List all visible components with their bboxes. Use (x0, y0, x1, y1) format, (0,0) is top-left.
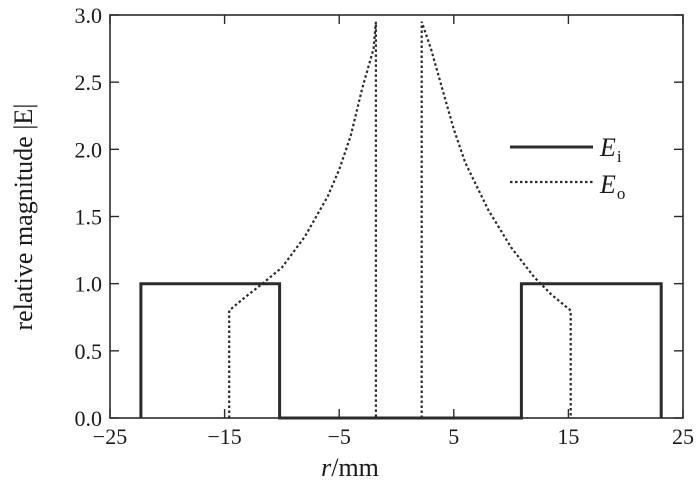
x-axis-title: r/mm (321, 453, 379, 482)
y-tick-label: 2.5 (75, 70, 103, 95)
x-tick-label: 15 (557, 424, 579, 449)
x-tick-label: −15 (207, 424, 241, 449)
series-layer (139, 21, 663, 420)
legend-label-eo: Eo (599, 170, 625, 203)
y-tick-label: 1.0 (75, 272, 103, 297)
x-axis-unit: /mm (331, 453, 379, 482)
y-tick-label: 0.5 (75, 339, 103, 364)
x-tick-label: 25 (672, 424, 694, 449)
series-ei-line (139, 282, 663, 420)
y-axis-title: relative magnitude |E| (9, 104, 38, 331)
series-eo-segment-2 (420, 21, 572, 418)
y-tick-label: 0.0 (75, 406, 103, 431)
x-tick-label: 5 (448, 424, 459, 449)
y-tick-label: 3.0 (75, 3, 103, 28)
y-tick-label: 1.5 (75, 205, 103, 230)
axis-tick-labels: −25 −15 −5 5 15 25 0.0 0.5 1.0 1.5 2.0 2.5 3.0 (75, 3, 695, 449)
y-tick-label: 2.0 (75, 137, 103, 162)
x-tick-label: −5 (327, 424, 350, 449)
series-eo-segment-1 (228, 21, 377, 418)
axis-ticks (109, 14, 684, 419)
legend-label-ei: Ei (599, 133, 622, 166)
plot-frame (109, 14, 684, 419)
x-tick-label: −25 (93, 424, 127, 449)
x-axis-variable: r (321, 453, 332, 482)
legend: Ei Eo (510, 133, 625, 203)
